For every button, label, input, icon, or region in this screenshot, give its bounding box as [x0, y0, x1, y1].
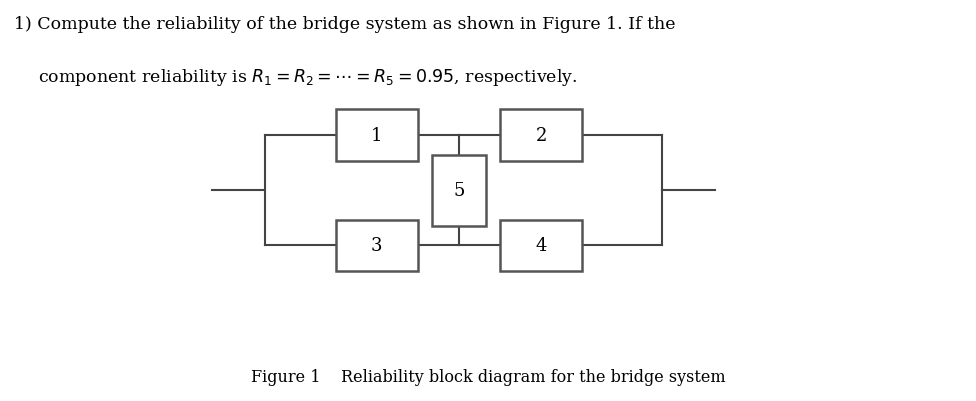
Bar [432, 155, 486, 226]
Bar [336, 110, 418, 161]
Text: 1: 1 [371, 127, 383, 145]
Text: 5: 5 [453, 182, 465, 200]
Bar [500, 110, 583, 161]
Bar [500, 220, 583, 271]
Text: Figure 1    Reliability block diagram for the bridge system: Figure 1 Reliability block diagram for t… [251, 368, 725, 385]
Text: 4: 4 [536, 237, 547, 255]
Text: 3: 3 [371, 237, 383, 255]
Bar [336, 220, 418, 271]
Text: component reliability is $R_1= R_2 =\cdots=R_5=0.95$, respectively.: component reliability is $R_1= R_2 =\cdo… [38, 67, 578, 88]
Text: 1) Compute the reliability of the bridge system as shown in Figure 1. If the: 1) Compute the reliability of the bridge… [14, 16, 675, 33]
Text: 2: 2 [536, 127, 547, 145]
